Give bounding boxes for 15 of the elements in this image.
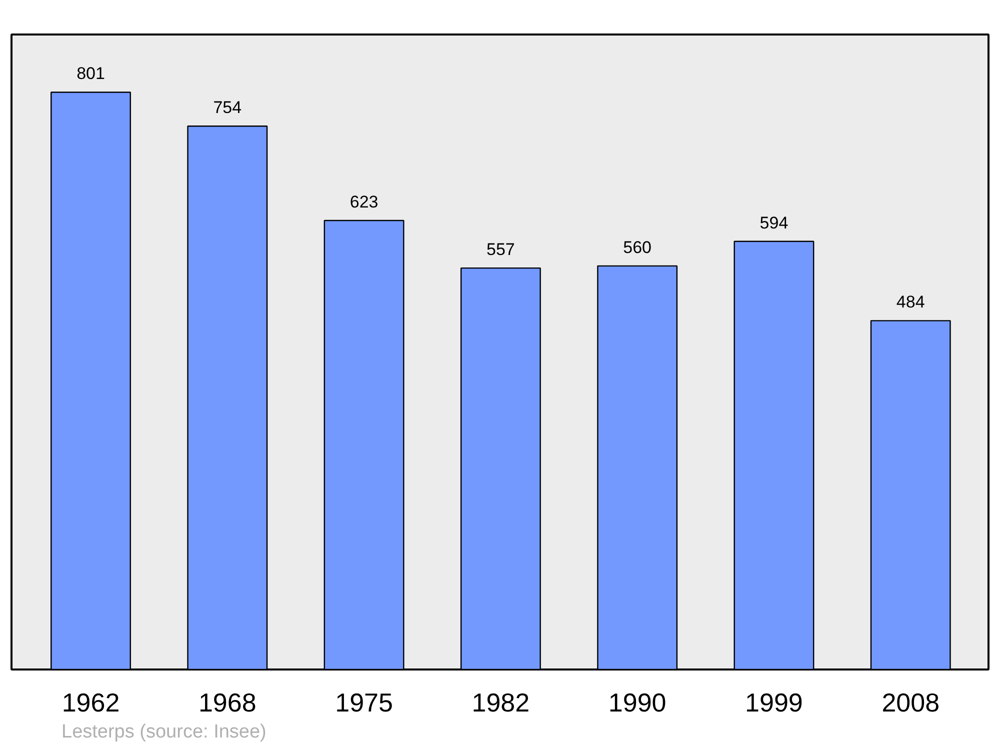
x-tick-label: 1982 [472,688,530,718]
data-label: 623 [350,192,378,212]
x-tick-label: 2008 [882,688,940,718]
x-tick-label: 1990 [608,688,666,718]
x-tick-label: 1968 [198,688,256,718]
data-label: 594 [760,213,788,232]
data-label: 801 [76,64,105,84]
data-label: 754 [213,98,242,118]
data-label: 560 [623,238,652,257]
data-label: 484 [896,292,925,312]
text: Lesterps (source: Insee) [62,722,266,742]
x-tick-label: 1999 [745,688,803,718]
x-tick-label: 1975 [335,688,393,718]
data-label: 557 [486,240,515,260]
x-tick-label: 1962 [62,688,120,718]
